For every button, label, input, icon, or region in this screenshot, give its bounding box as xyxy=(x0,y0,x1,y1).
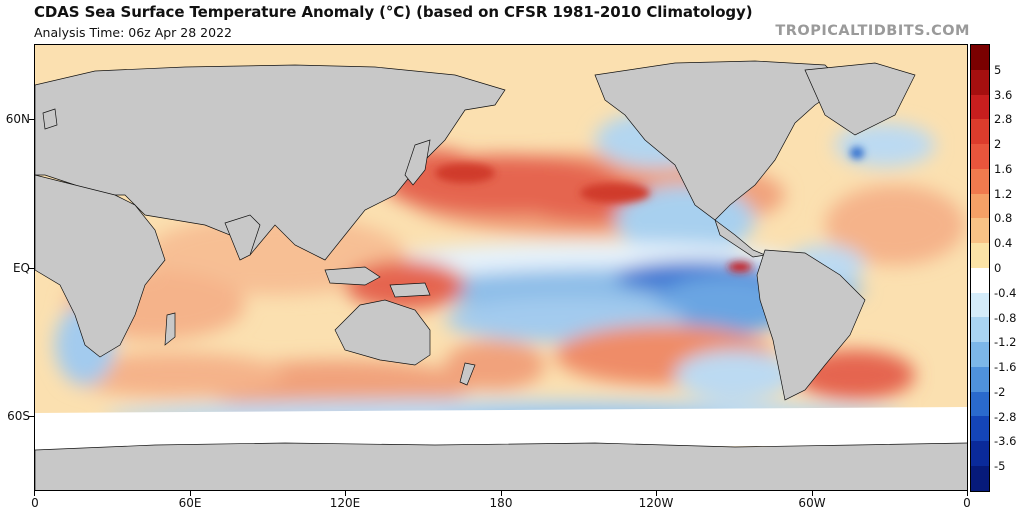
colorbar-segment xyxy=(971,342,989,367)
indonesia xyxy=(324,266,381,286)
lat-tick-60n xyxy=(29,119,34,120)
colorbar-segment xyxy=(971,366,989,392)
colorbar xyxy=(970,44,990,492)
colorbar-segment xyxy=(971,69,989,95)
brand-watermark: TROPICALTIDBITS.COM xyxy=(775,23,970,39)
lon-label-120e: 120E xyxy=(329,496,361,510)
lon-label-60w: 60W xyxy=(798,496,826,510)
colorbar-segment xyxy=(971,441,989,467)
new-zealand xyxy=(459,362,476,386)
colorbar-label: 5 xyxy=(994,62,1002,77)
lat-label-60s: 60S xyxy=(7,409,30,423)
lon-tick-60w xyxy=(812,491,813,496)
colorbar-label: -1.2 xyxy=(994,335,1017,350)
north-america xyxy=(594,60,846,221)
japan xyxy=(404,139,431,186)
lat-label-eq: EQ xyxy=(12,261,30,275)
map-title: CDAS Sea Surface Temperature Anomaly (°C… xyxy=(34,3,753,21)
colorbar-label: 3.6 xyxy=(994,87,1013,102)
colorbar-segment xyxy=(971,144,989,169)
south-america xyxy=(756,249,866,401)
colorbar-segment xyxy=(971,45,989,70)
colorbar-segment xyxy=(971,317,989,343)
australia xyxy=(334,299,431,366)
uk xyxy=(42,108,58,130)
colorbar-segment xyxy=(971,267,989,293)
lon-tick-120e xyxy=(345,491,346,496)
lon-tick-0-end xyxy=(967,491,968,496)
colorbar-label: 1.2 xyxy=(994,186,1013,201)
colorbar-segment xyxy=(971,292,989,318)
colorbar-segment xyxy=(971,416,989,442)
colorbar-segment xyxy=(971,218,989,244)
colorbar-label: -3.6 xyxy=(994,434,1017,449)
africa xyxy=(35,174,166,358)
colorbar-segment xyxy=(971,243,989,268)
greenland xyxy=(804,62,916,136)
lon-tick-180 xyxy=(501,491,502,496)
colorbar-label: -2 xyxy=(994,384,1006,399)
sea-ice xyxy=(35,407,967,450)
colorbar-segment xyxy=(971,193,989,219)
sst-anomaly-map xyxy=(34,44,968,491)
colorbar-label: 0.4 xyxy=(994,236,1013,251)
antarctica xyxy=(35,442,967,490)
lat-tick-60s xyxy=(29,416,34,417)
colorbar-label: 2 xyxy=(994,137,1002,152)
lon-tick-60e xyxy=(190,491,191,496)
colorbar-label: -5 xyxy=(994,459,1006,474)
lon-label-0-end: 0 xyxy=(963,496,971,510)
lon-tick-0 xyxy=(34,491,35,496)
analysis-time: Analysis Time: 06z Apr 28 2022 xyxy=(34,25,232,40)
colorbar-segment xyxy=(971,119,989,145)
lat-tick-eq xyxy=(29,268,34,269)
colorbar-segment xyxy=(971,168,989,194)
lon-label-180: 180 xyxy=(489,496,513,510)
lon-label-60e: 60E xyxy=(178,496,202,510)
colorbar-segment xyxy=(971,94,989,120)
india xyxy=(224,214,261,261)
colorbar-label: 0 xyxy=(994,261,1002,275)
new-guinea xyxy=(389,282,431,298)
colorbar-segment xyxy=(971,466,989,491)
lon-label-0: 0 xyxy=(31,496,39,510)
colorbar-segment xyxy=(971,391,989,417)
madagascar xyxy=(164,312,176,346)
lon-label-120w: 120W xyxy=(638,496,674,510)
colorbar-label: 1.6 xyxy=(994,161,1013,176)
colorbar-label: -0.4 xyxy=(994,285,1017,300)
map-svg xyxy=(35,45,967,490)
colorbar-label: 2.8 xyxy=(994,112,1013,127)
lat-label-60n: 60N xyxy=(5,112,30,126)
colorbar-label: 0.8 xyxy=(994,211,1013,226)
colorbar-label: -2.8 xyxy=(994,409,1017,424)
colorbar-label: -1.6 xyxy=(994,360,1017,375)
central-america xyxy=(714,219,767,258)
colorbar-label: -0.8 xyxy=(994,310,1017,325)
land-masses xyxy=(35,60,967,490)
lon-tick-120w xyxy=(656,491,657,496)
